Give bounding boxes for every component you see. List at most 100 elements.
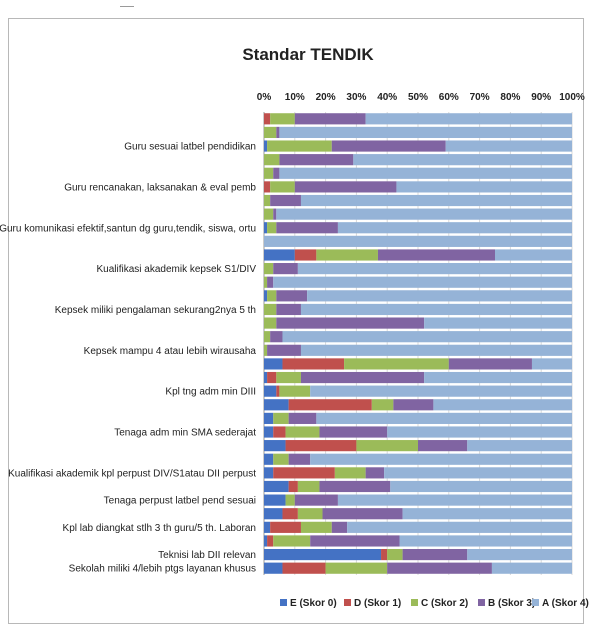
category-label: Teknisi lab DII relevan: [158, 550, 256, 561]
bar-segment: [264, 331, 271, 343]
bar-segment: [285, 440, 357, 452]
bar-segment: [288, 399, 372, 411]
bar-segment: [297, 480, 320, 493]
bar-segment: [396, 181, 572, 193]
bar-segment: [276, 222, 338, 234]
legend-swatch: [280, 599, 287, 606]
bar-segment: [381, 548, 388, 561]
bar-segment: [279, 167, 572, 179]
x-tick-label: 10%: [285, 92, 305, 103]
bar-segment: [467, 548, 572, 561]
bar-segment: [310, 453, 572, 465]
x-tick-label: 60%: [439, 92, 459, 103]
bar-segment: [264, 508, 283, 520]
bar-segment: [264, 113, 271, 125]
bar-segment: [365, 113, 572, 125]
bar-segment: [273, 453, 289, 465]
bar-segment: [264, 249, 295, 261]
bar-segment: [279, 154, 354, 166]
bar-segment: [264, 140, 268, 152]
legend-entry: C (Skor 2): [421, 598, 468, 609]
bar-segment: [365, 467, 385, 479]
bar-segment: [264, 194, 271, 207]
bar-segment: [448, 358, 532, 370]
x-tick-label: 90%: [531, 92, 551, 103]
bar-segment: [279, 126, 572, 139]
bar-segment: [273, 467, 335, 479]
bar-segment: [264, 426, 274, 438]
bar-segment: [270, 194, 301, 207]
bar-segment: [387, 548, 403, 561]
bar-segment: [495, 249, 572, 261]
bar-segment: [264, 344, 268, 356]
bar-segment: [285, 494, 295, 506]
bar-segment: [264, 535, 268, 547]
x-tick-label: 30%: [346, 92, 366, 103]
bar-segment: [270, 181, 295, 193]
bar-segment: [347, 521, 572, 533]
bar-segment: [264, 440, 286, 452]
bar-segment: [316, 412, 572, 424]
bar-segment: [282, 331, 572, 343]
bar-segment: [331, 140, 446, 152]
bar-segment: [531, 358, 572, 370]
bar-segment: [267, 371, 277, 384]
bar-segment: [264, 167, 274, 179]
bar-segment: [387, 426, 572, 438]
x-tick-label: 50%: [408, 92, 428, 103]
x-tick-label: 0%: [257, 92, 272, 103]
legend-swatch: [532, 599, 539, 606]
bar-segment: [273, 412, 289, 424]
bar-segment: [267, 344, 301, 356]
bar-segment: [273, 167, 280, 179]
bar-segment: [300, 303, 572, 316]
bar-segment: [384, 467, 572, 479]
bar-segment: [273, 263, 298, 275]
bar-segment: [344, 358, 449, 370]
bar-segment: [319, 480, 391, 493]
bar-segment: [288, 412, 317, 424]
x-tick-label: 80%: [500, 92, 520, 103]
bar-segment: [418, 440, 468, 452]
bar-segment: [322, 508, 403, 520]
top-decoration-line: [120, 6, 134, 7]
x-tick-label: 20%: [316, 92, 336, 103]
category-label: Guru sesuai latbel pendidikan: [124, 142, 256, 153]
bar-segment: [270, 113, 295, 125]
bar-segment: [264, 317, 277, 329]
bar-segment: [264, 562, 283, 574]
bar-segment: [264, 276, 268, 288]
x-axis-ticks: 0% 10% 20% 30% 40% 50% 60% 70% 80% 90% 100%: [257, 92, 585, 103]
bar-segment: [337, 494, 572, 506]
bar-segment: [424, 371, 572, 384]
bar-segment: [307, 290, 572, 302]
bar-segment: [264, 521, 271, 533]
bar-segment: [390, 480, 572, 493]
bar-segment: [273, 426, 286, 438]
bar-segment: [491, 562, 572, 574]
bar-segment: [371, 399, 394, 411]
bar-segment: [273, 276, 572, 288]
bar-segment: [264, 399, 289, 411]
bar-segment: [294, 494, 338, 506]
bar-segment: [288, 453, 311, 465]
bar-segment: [297, 508, 323, 520]
legend-entry: A (Skor 4): [542, 598, 589, 609]
bar-segment: [282, 562, 326, 574]
bar-segment: [267, 290, 277, 302]
bar-segment: [264, 208, 274, 220]
bar-segment: [433, 399, 572, 411]
bar-segment: [319, 426, 388, 438]
chart-title: Standar TENDIK: [242, 45, 374, 64]
bar-segment: [276, 385, 280, 397]
bar-segment: [264, 412, 274, 424]
bar-segment: [273, 535, 311, 547]
bar-segment: [424, 317, 572, 329]
bar-segment: [276, 317, 425, 329]
bar-segment: [402, 548, 468, 561]
bar-segment: [264, 371, 268, 384]
bar-segment: [300, 521, 332, 533]
legend-swatch: [478, 599, 485, 606]
bar-segment: [264, 181, 271, 193]
